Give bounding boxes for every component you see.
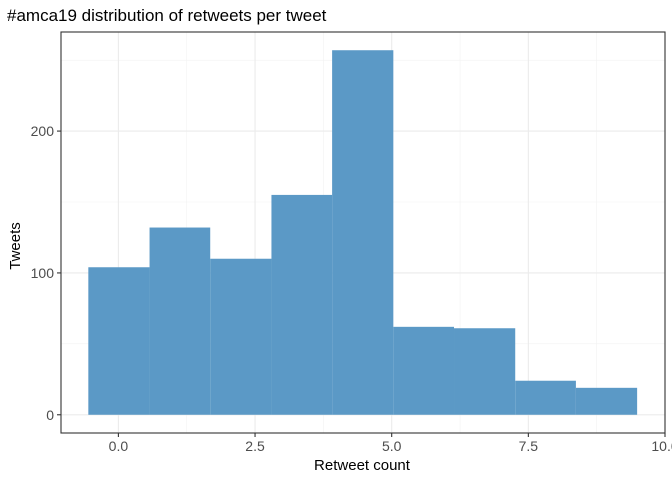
- x-tick-label: 2.5: [245, 438, 265, 454]
- histogram-bar: [88, 267, 150, 415]
- y-axis-title: Tweets: [7, 222, 24, 270]
- histogram-bar: [515, 380, 576, 415]
- x-axis-title: Retweet count: [314, 457, 411, 474]
- x-axis: 0.0 2.5 5.0 7.5 10.0: [109, 433, 672, 454]
- y-axis: 0 100 200: [31, 123, 61, 423]
- histogram-bars: [88, 50, 638, 415]
- y-tick-label: 200: [31, 123, 55, 139]
- histogram-bar: [210, 258, 272, 415]
- x-tick-label: 7.5: [519, 438, 539, 454]
- chart-title: #amca19 distribution of retweets per twe…: [7, 6, 327, 25]
- x-tick-label: 5.0: [382, 438, 402, 454]
- x-tick-label: 10.0: [651, 438, 672, 454]
- histogram-bar: [271, 194, 333, 415]
- y-tick-label: 100: [31, 265, 55, 281]
- plot-border: [60, 31, 666, 434]
- histogram-bar: [149, 227, 211, 415]
- x-tick-label: 0.0: [109, 438, 129, 454]
- histogram-bar: [575, 387, 638, 415]
- histogram-bar: [454, 328, 516, 415]
- y-tick-label: 0: [46, 407, 54, 423]
- histogram-bar: [393, 326, 455, 415]
- histogram-bar: [332, 50, 394, 415]
